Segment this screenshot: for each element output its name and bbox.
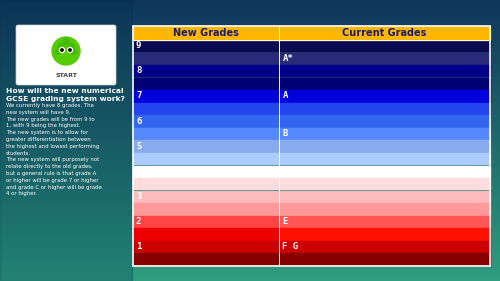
Bar <box>280 191 490 202</box>
Bar <box>133 191 280 202</box>
Text: 2: 2 <box>136 217 141 226</box>
Bar <box>280 216 490 227</box>
Text: F G: F G <box>282 242 298 251</box>
Text: New Grades: New Grades <box>173 28 239 38</box>
Bar <box>133 53 280 64</box>
Text: 4: 4 <box>136 167 141 176</box>
Bar <box>133 26 490 40</box>
Bar <box>133 178 280 189</box>
Bar <box>133 128 280 139</box>
Text: C: C <box>282 167 288 176</box>
Circle shape <box>56 49 60 55</box>
Bar <box>280 153 490 164</box>
Text: Current Grades: Current Grades <box>342 28 427 38</box>
Circle shape <box>68 47 72 53</box>
Text: How will the new numerical
GCSE grading system work?: How will the new numerical GCSE grading … <box>6 88 125 101</box>
Circle shape <box>63 38 69 44</box>
Bar <box>280 203 490 215</box>
Bar <box>133 103 280 114</box>
Text: 3: 3 <box>136 192 141 201</box>
Bar <box>133 153 280 164</box>
Bar <box>280 103 490 114</box>
Bar <box>280 241 490 252</box>
Circle shape <box>61 49 63 51</box>
Text: We currently have 8 grades. The
new system will have 9.
The new grades will be f: We currently have 8 grades. The new syst… <box>6 103 102 196</box>
Text: 5: 5 <box>136 142 141 151</box>
Bar <box>133 90 280 101</box>
Bar <box>133 253 280 265</box>
Text: 8: 8 <box>136 66 141 75</box>
Bar <box>280 140 490 152</box>
FancyBboxPatch shape <box>16 25 116 85</box>
Text: A: A <box>282 91 288 100</box>
Bar <box>280 115 490 127</box>
Bar <box>280 178 490 189</box>
Circle shape <box>60 47 64 53</box>
Bar <box>280 53 490 64</box>
Bar <box>133 166 280 177</box>
Text: 1: 1 <box>136 242 141 251</box>
Text: A*: A* <box>282 54 293 63</box>
Bar <box>133 115 280 127</box>
Bar <box>280 90 490 101</box>
Text: B: B <box>282 129 288 138</box>
Text: E: E <box>282 217 288 226</box>
Bar <box>133 26 490 266</box>
Bar <box>280 228 490 240</box>
Bar <box>0 0 132 281</box>
Bar <box>133 203 280 215</box>
Text: 7: 7 <box>136 91 141 100</box>
Bar <box>280 40 490 51</box>
Bar <box>280 166 490 177</box>
Bar <box>280 128 490 139</box>
Circle shape <box>69 49 71 51</box>
Bar <box>280 253 490 265</box>
Circle shape <box>52 37 80 65</box>
Circle shape <box>72 49 76 55</box>
Bar <box>280 78 490 89</box>
Bar <box>133 241 280 252</box>
Bar <box>280 65 490 76</box>
Bar <box>133 65 280 76</box>
Text: 9: 9 <box>136 41 141 50</box>
Bar <box>133 216 280 227</box>
Bar <box>133 40 280 51</box>
Circle shape <box>68 44 74 51</box>
Bar <box>133 78 280 89</box>
Bar <box>133 140 280 152</box>
Text: START: START <box>55 73 77 78</box>
Bar <box>133 228 280 240</box>
Text: 6: 6 <box>136 117 141 126</box>
Circle shape <box>58 44 64 51</box>
